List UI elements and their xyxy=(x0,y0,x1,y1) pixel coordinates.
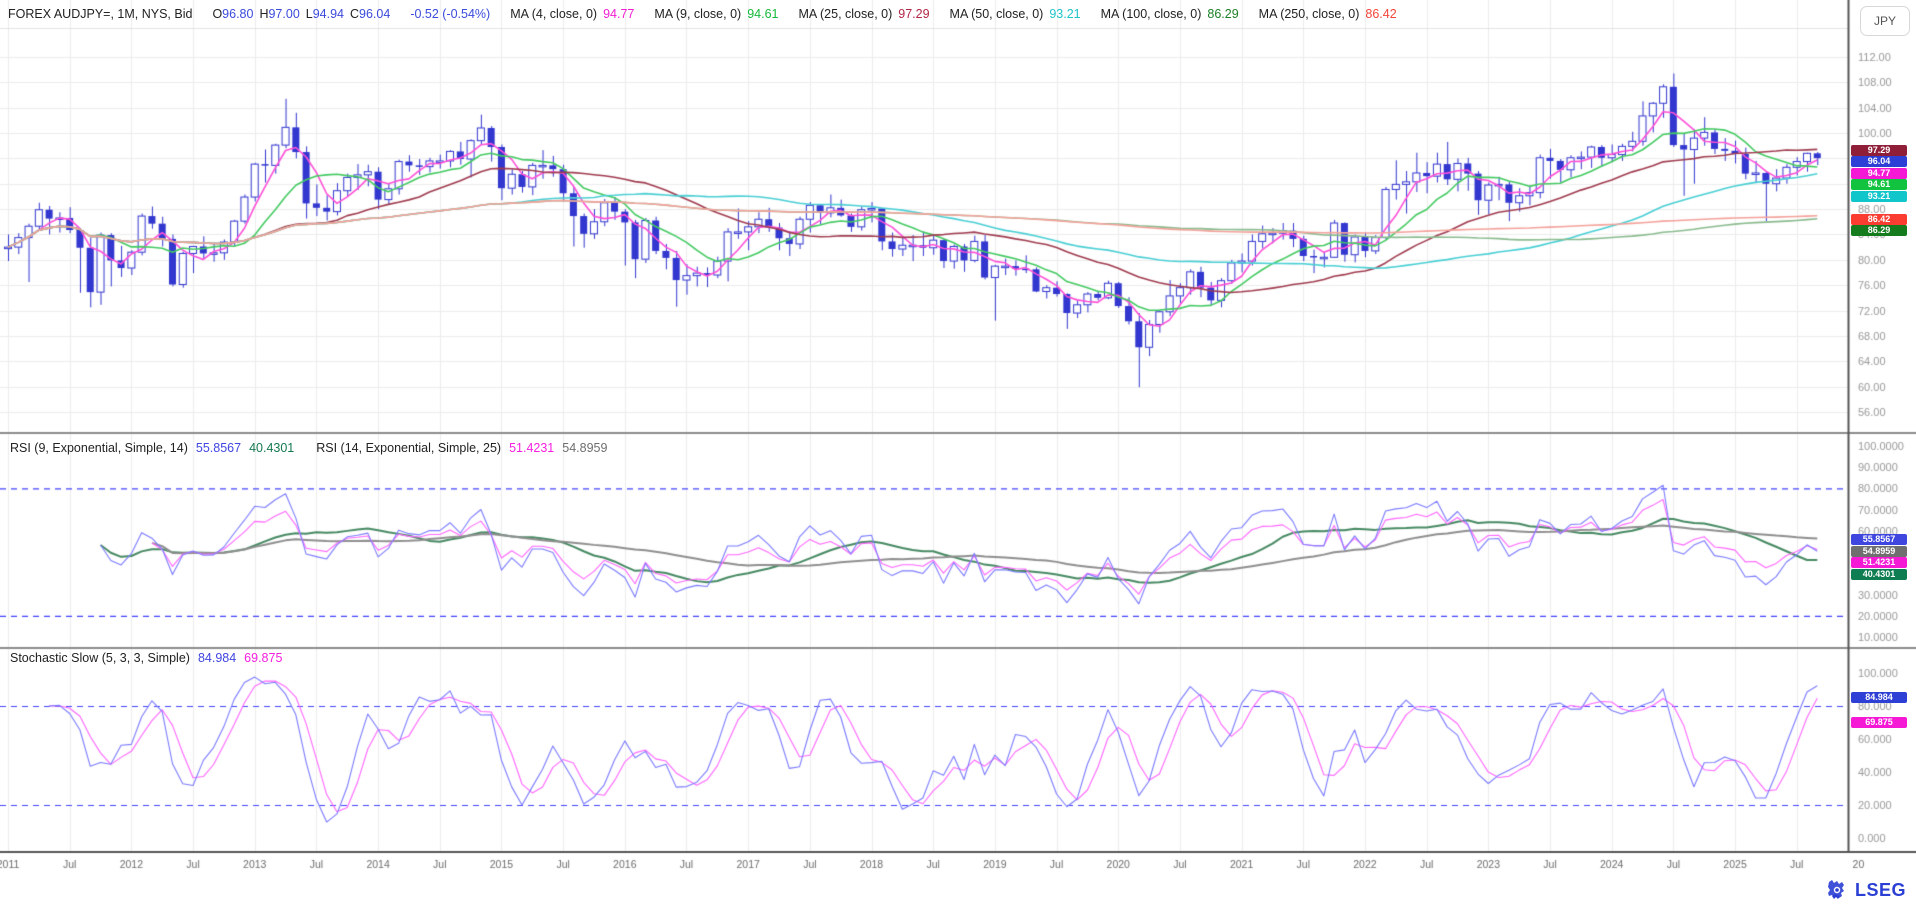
high-label: H xyxy=(259,7,269,21)
open-label: O xyxy=(212,7,223,21)
ma250-value: 86.42 xyxy=(1365,7,1397,21)
ma25-value: 97.29 xyxy=(898,7,930,21)
axis-price-badge: 55.8567 xyxy=(1851,534,1907,546)
open-value: 96.80 xyxy=(222,7,254,21)
axis-price-badge: 93.21 xyxy=(1851,190,1907,202)
axis-price-badge: 86.42 xyxy=(1851,213,1907,225)
rsi-fast-avg-value: 40.4301 xyxy=(249,441,295,455)
axis-price-badge: 69.875 xyxy=(1851,717,1907,729)
ma100-label: MA (100, close, 0) xyxy=(1100,7,1202,21)
ma100-value: 86.29 xyxy=(1207,7,1239,21)
ma50-label: MA (50, close, 0) xyxy=(949,7,1044,21)
close-label: C xyxy=(350,7,360,21)
rsi-fast-label: RSI (9, Exponential, Simple, 14) xyxy=(10,441,188,455)
rsi-header: RSI (9, Exponential, Simple, 14) 55.8567… xyxy=(10,441,607,455)
rsi-slow-avg-value: 54.8959 xyxy=(562,441,608,455)
axis-price-badge: 94.61 xyxy=(1851,179,1907,191)
ohlc-header: FOREX AUDJPY=, 1M, NYS, Bid O96.80 H97.0… xyxy=(8,0,1411,28)
lseg-lion-icon xyxy=(1827,880,1844,899)
ohlc-group: O96.80 H97.00 L94.94 C96.04 xyxy=(212,7,390,21)
stochastic-d-value: 69.875 xyxy=(244,651,283,665)
low-value: 94.94 xyxy=(312,7,344,21)
stochastic-header: Stochastic Slow (5, 3, 3, Simple) 84.984… xyxy=(10,651,282,665)
ma25-label: MA (25, close, 0) xyxy=(798,7,893,21)
currency-button[interactable]: JPY xyxy=(1860,6,1910,36)
stochastic-k-value: 84.984 xyxy=(197,651,237,665)
axis-price-badge: 96.04 xyxy=(1851,156,1907,168)
ma4-value: 94.77 xyxy=(603,7,635,21)
high-value: 97.00 xyxy=(268,7,300,21)
rsi-slow-label: RSI (14, Exponential, Simple, 25) xyxy=(316,441,502,455)
lseg-logo: LSEG xyxy=(1825,878,1906,902)
ma9-label: MA (9, close, 0) xyxy=(654,7,742,21)
close-value: 96.04 xyxy=(359,7,391,21)
stochastic-label: Stochastic Slow (5, 3, 3, Simple) xyxy=(10,651,190,665)
lseg-logo-text: LSEG xyxy=(1854,879,1906,900)
axis-price-badge: 86.29 xyxy=(1851,225,1907,237)
ma50-value: 93.21 xyxy=(1049,7,1081,21)
ma9-value: 94.61 xyxy=(747,7,779,21)
axis-price-badge: 40.4301 xyxy=(1851,568,1907,580)
axis-price-badge: 94.77 xyxy=(1851,167,1907,179)
low-label: L xyxy=(305,7,313,21)
change-value: -0.52 (-0.54%) xyxy=(410,7,491,21)
ma250-label: MA (250, close, 0) xyxy=(1258,7,1360,21)
symbol-label: FOREX AUDJPY=, 1M, NYS, Bid xyxy=(8,7,193,21)
rsi-fast-value: 55.8567 xyxy=(195,441,242,455)
axis-price-badge: 97.29 xyxy=(1851,144,1907,156)
axis-price-badge: 51.4231 xyxy=(1851,557,1907,569)
ma4-label: MA (4, close, 0) xyxy=(510,7,598,21)
axis-price-badge: 84.984 xyxy=(1851,692,1907,704)
rsi-slow-value: 51.4231 xyxy=(509,441,555,455)
axis-price-badge: 54.8959 xyxy=(1851,545,1907,557)
